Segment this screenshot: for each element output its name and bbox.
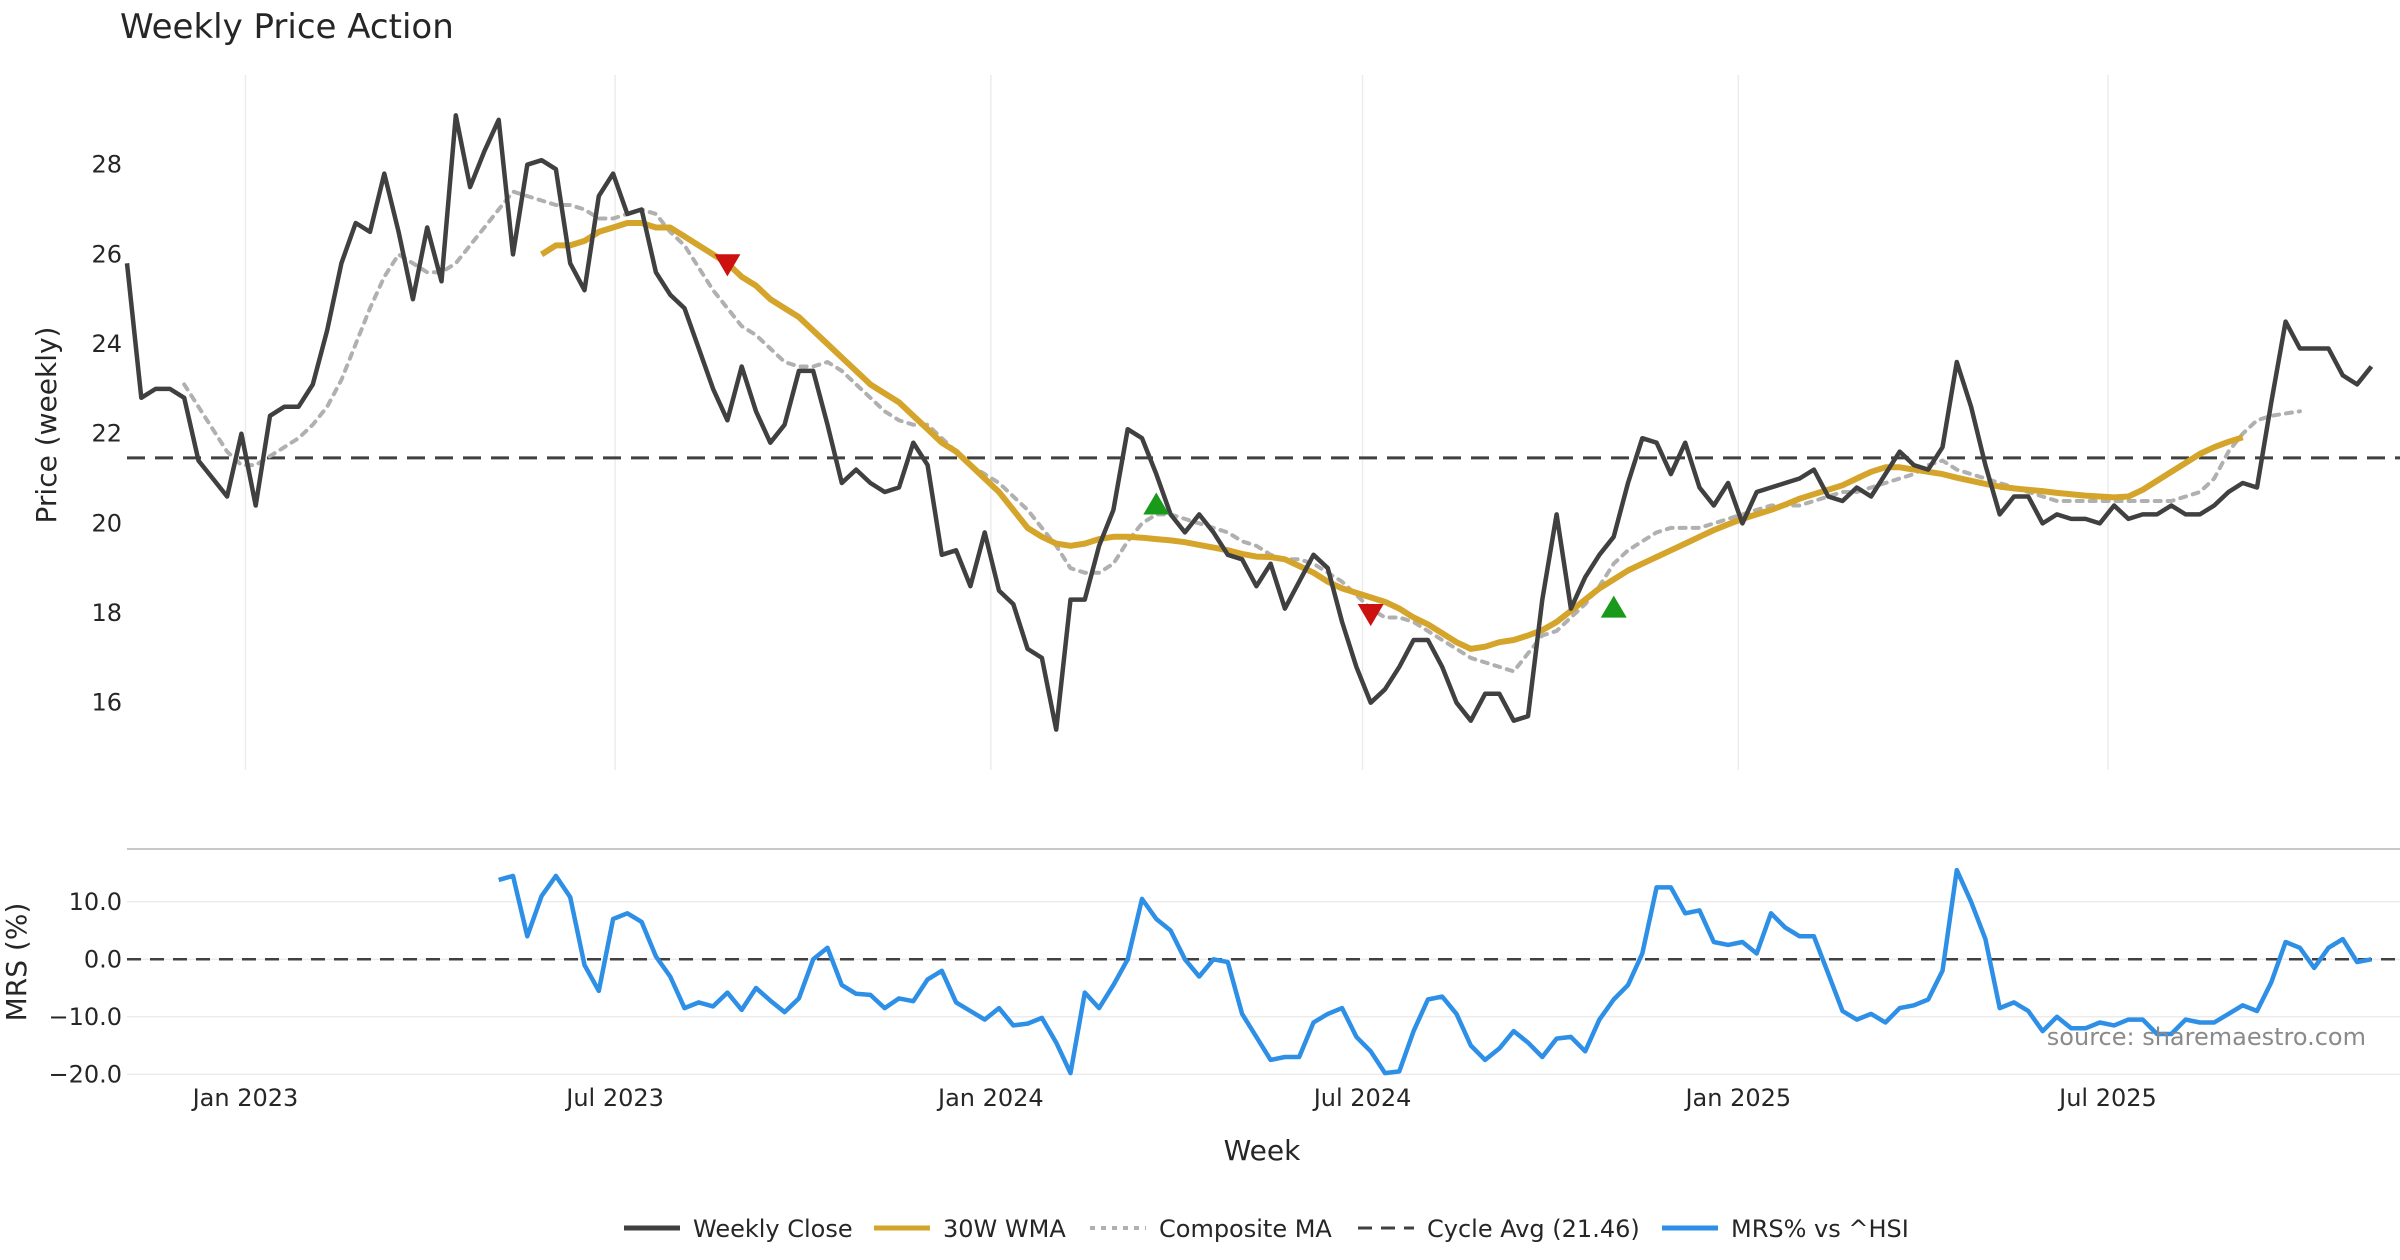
price-y-tick-label: 24 — [91, 330, 122, 358]
x-axis-ticks: Jan 2023 Jul 2023 Jan 2024 Jul 2024 Jan 2025… — [191, 1084, 2157, 1112]
price-y-tick-label: 22 — [91, 420, 122, 448]
mrs-panel: 10.0 0.0 −10.0 −20.0 — [48, 867, 2400, 1089]
sell-signal-marker — [714, 254, 741, 277]
mrs-y-tick-label: −10.0 — [48, 1003, 122, 1031]
buy-signal-marker — [1143, 492, 1170, 515]
x-tick-label: Jan 2023 — [191, 1084, 299, 1112]
mrs-line — [498, 867, 2372, 1076]
x-tick-label: Jan 2025 — [1683, 1084, 1791, 1112]
price-y-tick-label: 28 — [91, 151, 122, 179]
x-tick-label: Jul 2023 — [564, 1084, 664, 1112]
legend-label: 30W WMA — [943, 1215, 1066, 1243]
x-tick-label: Jul 2024 — [1312, 1084, 1412, 1112]
mrs-y-ticks: 10.0 0.0 −10.0 −20.0 — [48, 888, 122, 1089]
legend-label: Cycle Avg (21.46) — [1427, 1215, 1640, 1243]
price-y-tick-label: 26 — [91, 240, 122, 268]
legend-label: MRS% vs ^HSI — [1731, 1215, 1909, 1243]
price-grid — [244, 75, 2109, 770]
source-label: source: sharemaestro.com — [2047, 1023, 2366, 1051]
price-y-tick-label: 16 — [91, 689, 122, 717]
sell-signal-marker — [1357, 603, 1384, 627]
mrs-y-tick-label: 0.0 — [84, 945, 122, 973]
legend-label: Composite MA — [1159, 1215, 1332, 1243]
chart-title: Weekly Price Action — [120, 7, 454, 47]
price-y-ticks: 16 18 20 22 24 26 28 — [91, 151, 122, 717]
buy-signal-marker — [1600, 595, 1627, 618]
price-y-tick-label: 20 — [91, 509, 122, 537]
x-tick-label: Jan 2024 — [936, 1084, 1044, 1112]
x-tick-label: Jul 2025 — [2057, 1084, 2157, 1112]
price-panel: 16 18 20 22 24 26 28 — [91, 75, 2400, 770]
weekly-close-line — [124, 113, 2374, 732]
legend: Weekly Close 30W WMA Composite MA Cycle Avg… — [624, 1215, 1909, 1243]
wma-30w-line — [540, 220, 2244, 652]
legend-label: Weekly Close — [693, 1215, 853, 1243]
mrs-y-tick-label: −20.0 — [48, 1060, 122, 1088]
x-axis-title: Week — [1224, 1134, 1301, 1167]
price-y-tick-label: 18 — [91, 599, 122, 627]
signal-markers — [714, 254, 1627, 627]
composite-ma-line — [182, 189, 2302, 674]
price-y-axis-title: Price (weekly) — [30, 327, 63, 524]
mrs-y-axis-title: MRS (%) — [0, 903, 33, 1022]
mrs-y-tick-label: 10.0 — [69, 888, 122, 916]
